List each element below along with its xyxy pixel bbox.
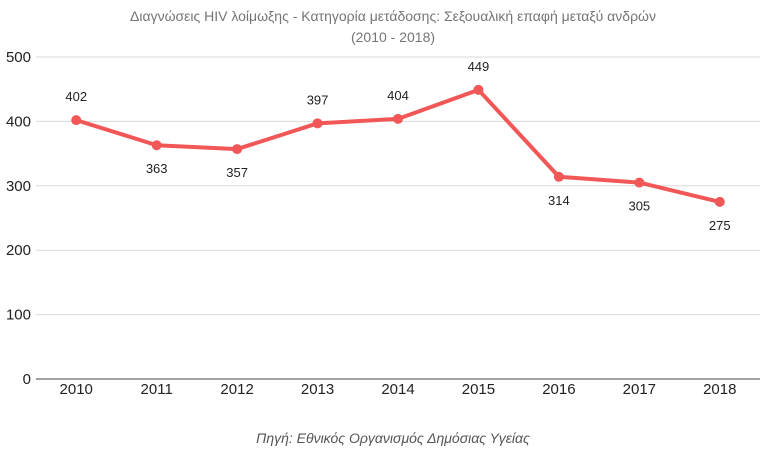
x-tick-label: 2013 <box>301 381 334 398</box>
data-label: 275 <box>709 218 731 233</box>
x-tick-label: 2011 <box>141 381 173 398</box>
data-point <box>634 177 645 188</box>
data-label: 314 <box>548 193 570 208</box>
x-tick-label: 2012 <box>220 381 253 398</box>
source-note: Πηγή: Εθνικός Οργανισμός Δημόσιας Υγείας <box>256 430 530 446</box>
data-label: 402 <box>65 89 87 104</box>
y-tick-label: 100 <box>6 307 31 324</box>
data-point <box>71 115 82 126</box>
data-label: 404 <box>387 88 409 103</box>
data-point <box>312 118 323 129</box>
x-tick-label: 2010 <box>60 381 93 398</box>
y-tick-label: 0 <box>23 371 31 388</box>
x-tick-label: 2014 <box>381 381 414 398</box>
gridlines <box>36 56 760 380</box>
chart-subtitle: (2010 - 2018) <box>351 29 435 45</box>
y-tick-label: 400 <box>6 113 31 130</box>
x-tick-label: 2017 <box>623 381 656 398</box>
data-label: 397 <box>307 92 329 107</box>
y-tick-label: 300 <box>6 178 31 195</box>
data-label: 449 <box>468 59 490 74</box>
data-point <box>714 196 725 207</box>
data-point <box>553 171 564 182</box>
series-line-layer <box>74 87 722 204</box>
chart-title: Διαγνώσεις HIV λοίμωξης - Κατηγορία μετά… <box>130 8 656 24</box>
data-point <box>473 84 484 95</box>
y-tick-label: 200 <box>6 242 31 259</box>
data-point <box>232 144 243 155</box>
x-tick-label: 2016 <box>542 381 575 398</box>
y-tick-label: 500 <box>6 49 31 66</box>
data-label: 363 <box>146 161 168 176</box>
x-tick-label: 2015 <box>462 381 495 398</box>
x-tick-label: 2018 <box>703 381 736 398</box>
x-axis-ticks: 2010 2011 2012 2013 2014 2015 2016 2017 2018 <box>60 381 737 398</box>
data-labels: 402 363 357 397 404 449 314 305 275 <box>65 59 730 233</box>
data-point <box>393 113 403 124</box>
y-axis-ticks: 0 100 200 300 400 500 <box>6 49 31 388</box>
series-line <box>74 87 722 204</box>
data-label: 357 <box>226 165 248 180</box>
data-points <box>71 84 725 207</box>
data-label: 305 <box>628 199 650 214</box>
data-point <box>151 140 162 151</box>
